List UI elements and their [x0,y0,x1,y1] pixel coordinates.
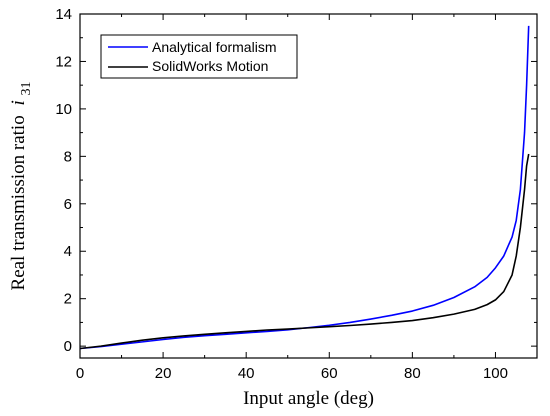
y-tick-label: 8 [64,148,72,165]
legend-label-analytical: Analytical formalism [152,39,276,55]
series-lines [79,25,530,350]
axis-tick-labels: 0 20 40 60 80 100 0 2 4 6 8 10 12 14 [55,6,508,382]
x-tick-label: 100 [483,365,508,382]
y-tick-label: 2 [64,291,72,308]
y-tick-label: 4 [64,243,72,260]
y-tick-label: 12 [55,53,72,70]
x-tick-label: 0 [76,365,84,382]
x-tick-label: 40 [238,365,255,382]
legend-label-solidworks: SolidWorks Motion [152,58,268,74]
x-tick-label: 80 [404,365,421,382]
x-tick-label: 60 [321,365,338,382]
x-axis-title: Input angle (deg) [243,388,374,409]
y-tick-label: 10 [55,101,72,118]
series-line-analytical [79,25,530,350]
y-axis-title-symbol: i [8,100,29,105]
y-axis-title-text: Real transmission ratio [8,115,29,290]
legend-box [100,34,298,79]
series-line-solidworks [79,153,530,350]
x-tick-label: 20 [155,365,172,382]
plot-frame [79,13,538,359]
y-axis-title-subscript: 31 [19,82,34,96]
y-axis-title: Real transmission ratio i 31 [8,82,34,291]
y-tick-label: 0 [64,338,72,355]
y-tick-label: 6 [64,196,72,213]
y-axis-title-group: Real transmission ratio i 31 [8,82,34,291]
y-tick-label: 14 [55,6,72,23]
legend: Analytical formalism SolidWorks Motion [100,34,298,79]
axis-ticks [79,13,537,358]
